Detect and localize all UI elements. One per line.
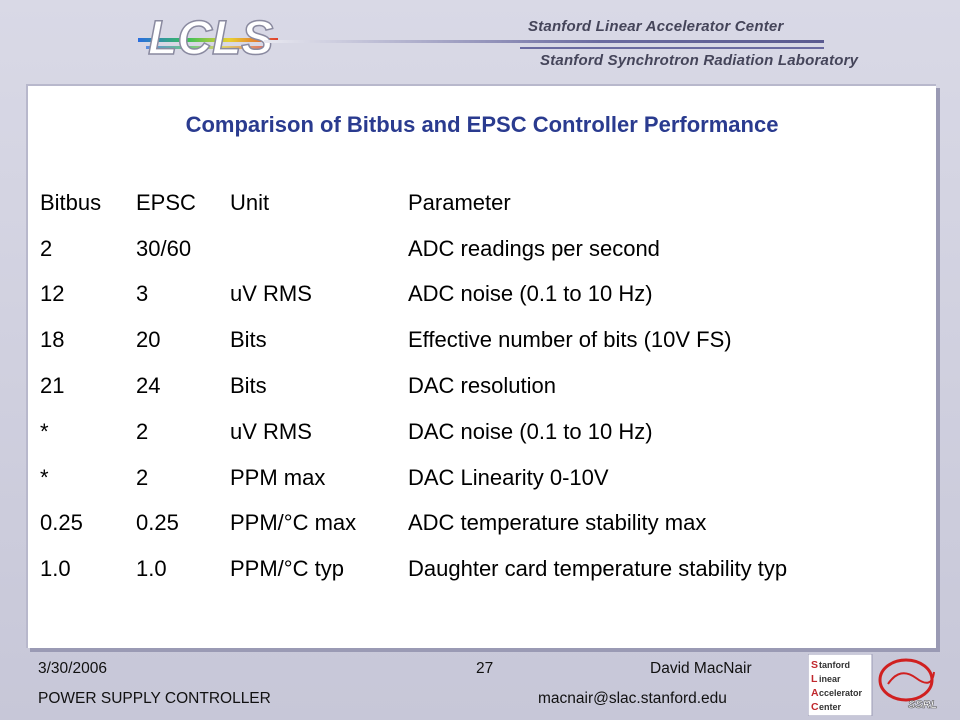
table-row: 2 30/60 ADC readings per second (40, 226, 787, 272)
header-rule-top (264, 40, 824, 43)
cell-epsc: 1.0 (136, 556, 167, 582)
cell-epsc: 2 (136, 418, 149, 444)
slide-title: Comparison of Bitbus and EPSC Controller… (185, 112, 779, 137)
cell-unit: PPM max (230, 464, 326, 490)
header-rule-bottom (520, 47, 824, 49)
cell-bitbus: * (40, 464, 49, 490)
cell-unit: uV RMS (230, 418, 312, 444)
lab-name-slac: Stanford Linear Accelerator Center (528, 18, 784, 35)
slac-word-ccelerator: ccelerator (819, 688, 863, 698)
logo-text: LCLS (148, 12, 273, 65)
ssrl-badge: SSRL (908, 699, 938, 711)
footer-author: David MacNair (650, 660, 752, 677)
slac-letter-c: C (811, 701, 819, 713)
slac-word-tanford: tanford (819, 660, 850, 670)
cell-bitbus: 21 (40, 373, 65, 399)
slac-word-enter: enter (819, 702, 842, 712)
table-row: 21 24 Bits DAC resolution (40, 363, 787, 409)
cell-epsc: 24 (136, 373, 161, 399)
cell-epsc: 0.25 (136, 510, 179, 536)
table-row: * 2 uV RMS DAC noise (0.1 to 10 Hz) (40, 409, 787, 455)
table-row: 0.25 0.25 PPM/°C max ADC temperature sta… (40, 501, 787, 547)
cell-parameter: ADC noise (0.1 to 10 Hz) (408, 281, 653, 307)
footer-topic: POWER SUPPLY CONTROLLER (38, 690, 271, 707)
cell-unit: PPM/°C max (230, 510, 357, 536)
ssrl-beam-icon (887, 671, 935, 685)
cell-epsc: 20 (136, 327, 161, 353)
slac-ssrl-logo: S tanford L inear A ccelerator C enter S… (808, 654, 938, 716)
slide-panel: Comparison of Bitbus and EPSC Controller… (26, 84, 936, 648)
table-row: 12 3 uV RMS ADC noise (0.1 to 10 Hz) (40, 272, 787, 318)
cell-parameter: Daughter card temperature stability typ (408, 556, 788, 582)
table-row: 1.0 1.0 PPM/°C typ Daughter card tempera… (40, 546, 787, 592)
column-header: EPSC (136, 189, 196, 215)
lab-name-ssrl: Stanford Synchrotron Radiation Laborator… (540, 52, 859, 69)
column-header: Unit (230, 189, 270, 215)
footer-date: 3/30/2006 (38, 660, 107, 677)
cell-unit: PPM/°C typ (230, 556, 344, 582)
lcls-logo: LCLS (138, 11, 278, 66)
table-row: 18 20 Bits Effective number of bits (10V… (40, 317, 787, 363)
footer-email: macnair@slac.stanford.edu (538, 690, 727, 707)
cell-parameter: ADC readings per second (408, 235, 660, 261)
performance-table: Bitbus EPSC Unit Parameter 2 30/60 ADC r… (40, 180, 787, 592)
cell-bitbus: 12 (40, 281, 65, 307)
cell-unit: uV RMS (230, 281, 312, 307)
cell-unit: Bits (230, 373, 267, 399)
cell-epsc: 2 (136, 464, 149, 490)
footer-page-number: 27 (476, 660, 494, 677)
cell-parameter: DAC resolution (408, 373, 556, 399)
cell-bitbus: 0.25 (40, 510, 83, 536)
column-header: Parameter (408, 189, 511, 215)
cell-unit: Bits (230, 327, 267, 353)
table-row: * 2 PPM max DAC Linearity 0-10V (40, 455, 787, 501)
column-header: Bitbus (40, 189, 102, 215)
cell-parameter: Effective number of bits (10V FS) (408, 327, 732, 353)
cell-parameter: DAC Linearity 0-10V (408, 464, 609, 490)
cell-epsc: 30/60 (136, 235, 192, 261)
ssrl-ring-icon (878, 658, 934, 702)
cell-bitbus: 2 (40, 235, 53, 261)
cell-bitbus: 18 (40, 327, 65, 353)
slac-letter-l: L (811, 673, 818, 685)
slac-letter-s: S (811, 659, 818, 671)
cell-bitbus: 1.0 (40, 556, 71, 582)
slac-letter-a: A (811, 687, 819, 699)
cell-parameter: DAC noise (0.1 to 10 Hz) (408, 418, 653, 444)
cell-parameter: ADC temperature stability max (408, 510, 707, 536)
cell-epsc: 3 (136, 281, 149, 307)
cell-unit (230, 226, 408, 272)
slac-word-inear: inear (819, 674, 841, 684)
cell-bitbus: * (40, 418, 49, 444)
table-header-row: Bitbus EPSC Unit Parameter (40, 180, 787, 226)
